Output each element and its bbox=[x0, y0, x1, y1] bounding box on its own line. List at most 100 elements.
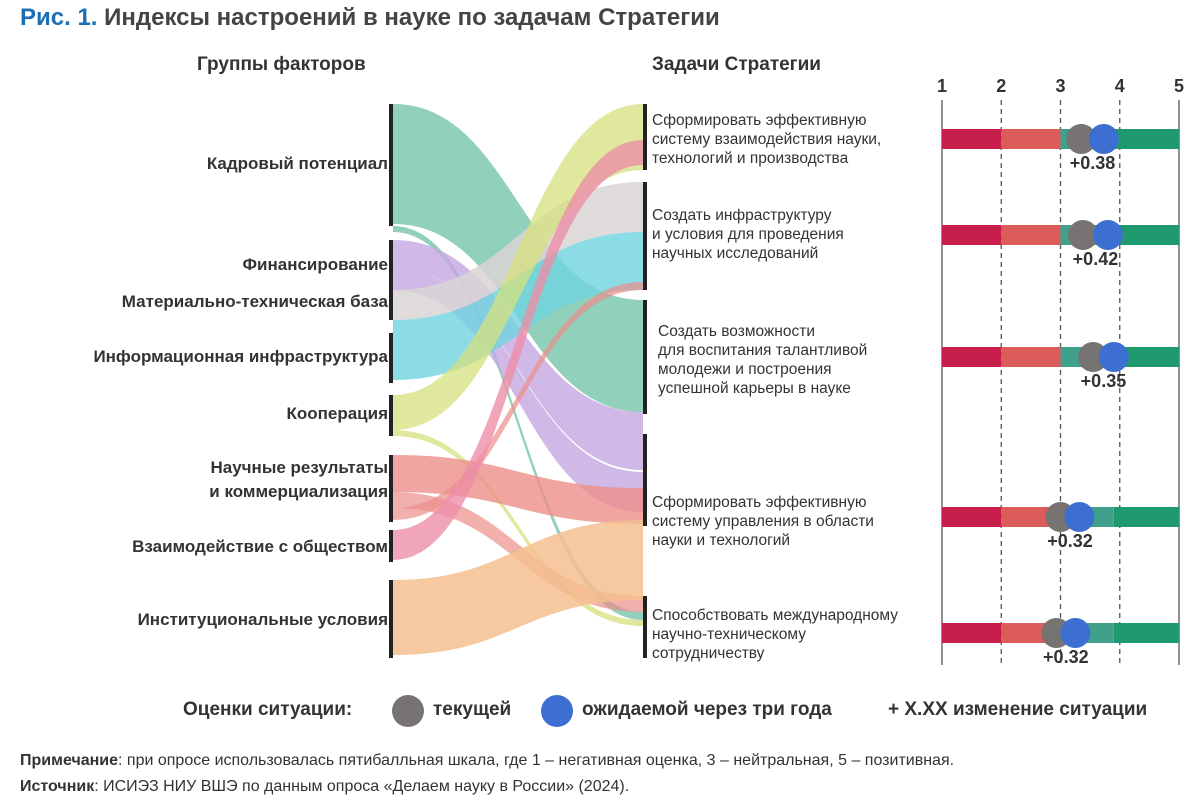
scale-bar-negative bbox=[942, 507, 1002, 527]
x-tick-label: 3 bbox=[1055, 76, 1065, 96]
factor-node-bar bbox=[389, 455, 393, 522]
factor-label-line: Научные результаты bbox=[210, 458, 389, 477]
task-label: Сформировать эффективную систему взаимоде… bbox=[652, 111, 942, 168]
note-line: Примечание: при опросе использовалась пя… bbox=[20, 752, 954, 770]
figure-title-text: Индексы настроений в науке по задачам Ст… bbox=[104, 4, 720, 31]
change-label: +0.38 bbox=[1070, 153, 1116, 173]
factors-header: Группы факторов bbox=[197, 54, 366, 75]
factor-label-line: и коммерциализация bbox=[209, 482, 388, 501]
sankey-flows bbox=[393, 104, 643, 655]
expected-point bbox=[1092, 220, 1123, 250]
task-label-line: Способствовать международному bbox=[652, 607, 898, 624]
factor-label-line: Финансирование bbox=[242, 255, 388, 274]
sankey-flow bbox=[393, 140, 643, 560]
factor-label-line: Информационная инфраструктура bbox=[93, 347, 388, 366]
factor-label: Информационная инфраструктура bbox=[93, 345, 388, 369]
x-tick-label: 4 bbox=[1115, 76, 1125, 96]
task-label-line: науки и технологий bbox=[652, 532, 791, 549]
factor-node-bar bbox=[389, 580, 393, 658]
scale-bar-negative bbox=[942, 347, 1002, 367]
task-label-line: научных исследований bbox=[652, 245, 819, 262]
change-label: +0.42 bbox=[1073, 249, 1119, 269]
task-node-bar bbox=[643, 434, 647, 526]
x-tick-label: 5 bbox=[1174, 76, 1184, 96]
scale-bar-negative bbox=[942, 129, 1002, 149]
dot-plot: 1 2 3 4 5 +0.38 +0.42 +0.35 +0.32 +0.32 bbox=[937, 76, 1184, 667]
scale-bar-negative bbox=[942, 623, 1002, 643]
expected-point bbox=[1088, 124, 1119, 154]
legend: Оценки ситуации: текущей ожидаемой через… bbox=[0, 693, 1200, 733]
task-node-bar bbox=[643, 182, 647, 290]
scale-bar-positive bbox=[1113, 347, 1179, 367]
expected-point bbox=[1098, 342, 1129, 372]
factor-label-line: Кооперация bbox=[286, 404, 388, 423]
legend-label: Оценки ситуации: bbox=[183, 699, 353, 720]
source-text: : ИСИЭЗ НИУ ВШЭ по данным опроса «Делаем… bbox=[94, 778, 630, 795]
note-text: : при опросе использовалась пятибалльная… bbox=[118, 752, 955, 769]
sankey-flow bbox=[393, 455, 643, 524]
task-label-line: успешной карьеры в науке bbox=[658, 380, 851, 397]
source-line: Источник: ИСИЭЗ НИУ ВШЭ по данным опроса… bbox=[20, 778, 629, 796]
task-label-line: научно-техническому bbox=[652, 626, 806, 643]
factor-label-line: Взаимодействие с обществом bbox=[132, 537, 388, 556]
factor-node-bar bbox=[389, 104, 393, 226]
change-label: +0.32 bbox=[1047, 531, 1093, 551]
tasks-header: Задачи Стратегии bbox=[652, 54, 821, 75]
task-label-line: технологий и производства bbox=[652, 150, 849, 167]
task-node-bar bbox=[643, 104, 647, 170]
task-label: Создать инфраструктуру и условия для пров… bbox=[652, 206, 942, 263]
factor-node-bar bbox=[389, 530, 393, 562]
factor-label: Материально-техническая база bbox=[122, 290, 388, 314]
scale-bar-positive bbox=[1113, 507, 1179, 527]
factor-label: Научные результаты и коммерциализация bbox=[209, 456, 388, 504]
task-label-line: для воспитания талантливой bbox=[658, 342, 868, 359]
sankey-flow bbox=[393, 232, 643, 380]
current-point bbox=[1078, 342, 1109, 372]
factor-label: Кооперация bbox=[286, 402, 388, 426]
x-tick-label: 2 bbox=[996, 76, 1006, 96]
task-label-line: сотрудничеству bbox=[652, 645, 765, 662]
factor-node-bar bbox=[389, 395, 393, 436]
scale-bar-low bbox=[1001, 129, 1061, 149]
sankey-flow bbox=[393, 268, 643, 512]
current-point bbox=[1066, 124, 1097, 154]
note-label: Примечание bbox=[20, 752, 119, 769]
task-label: Сформировать эффективную систему управлен… bbox=[652, 493, 942, 550]
scale-bar-positive bbox=[1113, 129, 1179, 149]
task-label: Способствовать международному научно-техн… bbox=[652, 606, 942, 663]
figure-title: Рис. 1. Индексы настроений в науке по за… bbox=[20, 4, 720, 32]
task-node-bar bbox=[643, 300, 647, 414]
task-label-line: Сформировать эффективную bbox=[652, 112, 867, 129]
factor-node-bar bbox=[389, 333, 393, 383]
figure-number: Рис. 1. bbox=[20, 4, 98, 31]
factor-label: Финансирование bbox=[243, 253, 388, 277]
factor-label-line: Институциональные условия bbox=[137, 610, 388, 629]
sankey-flow bbox=[393, 430, 643, 626]
change-label: +0.32 bbox=[1043, 647, 1089, 667]
task-label-line: Сформировать эффективную bbox=[652, 494, 867, 511]
scale-bar-positive bbox=[1113, 623, 1179, 643]
factor-node-bar bbox=[389, 292, 393, 320]
sankey-flow bbox=[393, 520, 643, 655]
sankey-node-bars bbox=[389, 104, 647, 658]
factor-label: Институциональные условия bbox=[138, 608, 388, 632]
task-label-line: молодежи и построения bbox=[658, 361, 832, 378]
legend-current-label: текущей bbox=[433, 699, 512, 720]
current-point bbox=[1068, 220, 1099, 250]
expected-point bbox=[1064, 502, 1095, 532]
factor-label-line: Материально-техническая база bbox=[121, 292, 388, 311]
legend-change-label: + X.XX изменение ситуации bbox=[888, 699, 1148, 720]
scale-bar-positive bbox=[1113, 225, 1179, 245]
source-label: Источник bbox=[20, 778, 95, 795]
task-node-bar bbox=[643, 596, 647, 658]
expected-point bbox=[1060, 618, 1091, 648]
legend-current-dot bbox=[392, 695, 424, 727]
scale-bar-low bbox=[1001, 347, 1061, 367]
legend-expected-dot bbox=[541, 695, 573, 727]
task-label-line: Создать возможности bbox=[658, 323, 815, 340]
sankey-flow bbox=[393, 226, 643, 620]
task-label-line: Создать инфраструктуру bbox=[652, 207, 832, 224]
sankey-flow bbox=[393, 282, 643, 520]
factor-label-line: Кадровый потенциал bbox=[206, 154, 388, 173]
